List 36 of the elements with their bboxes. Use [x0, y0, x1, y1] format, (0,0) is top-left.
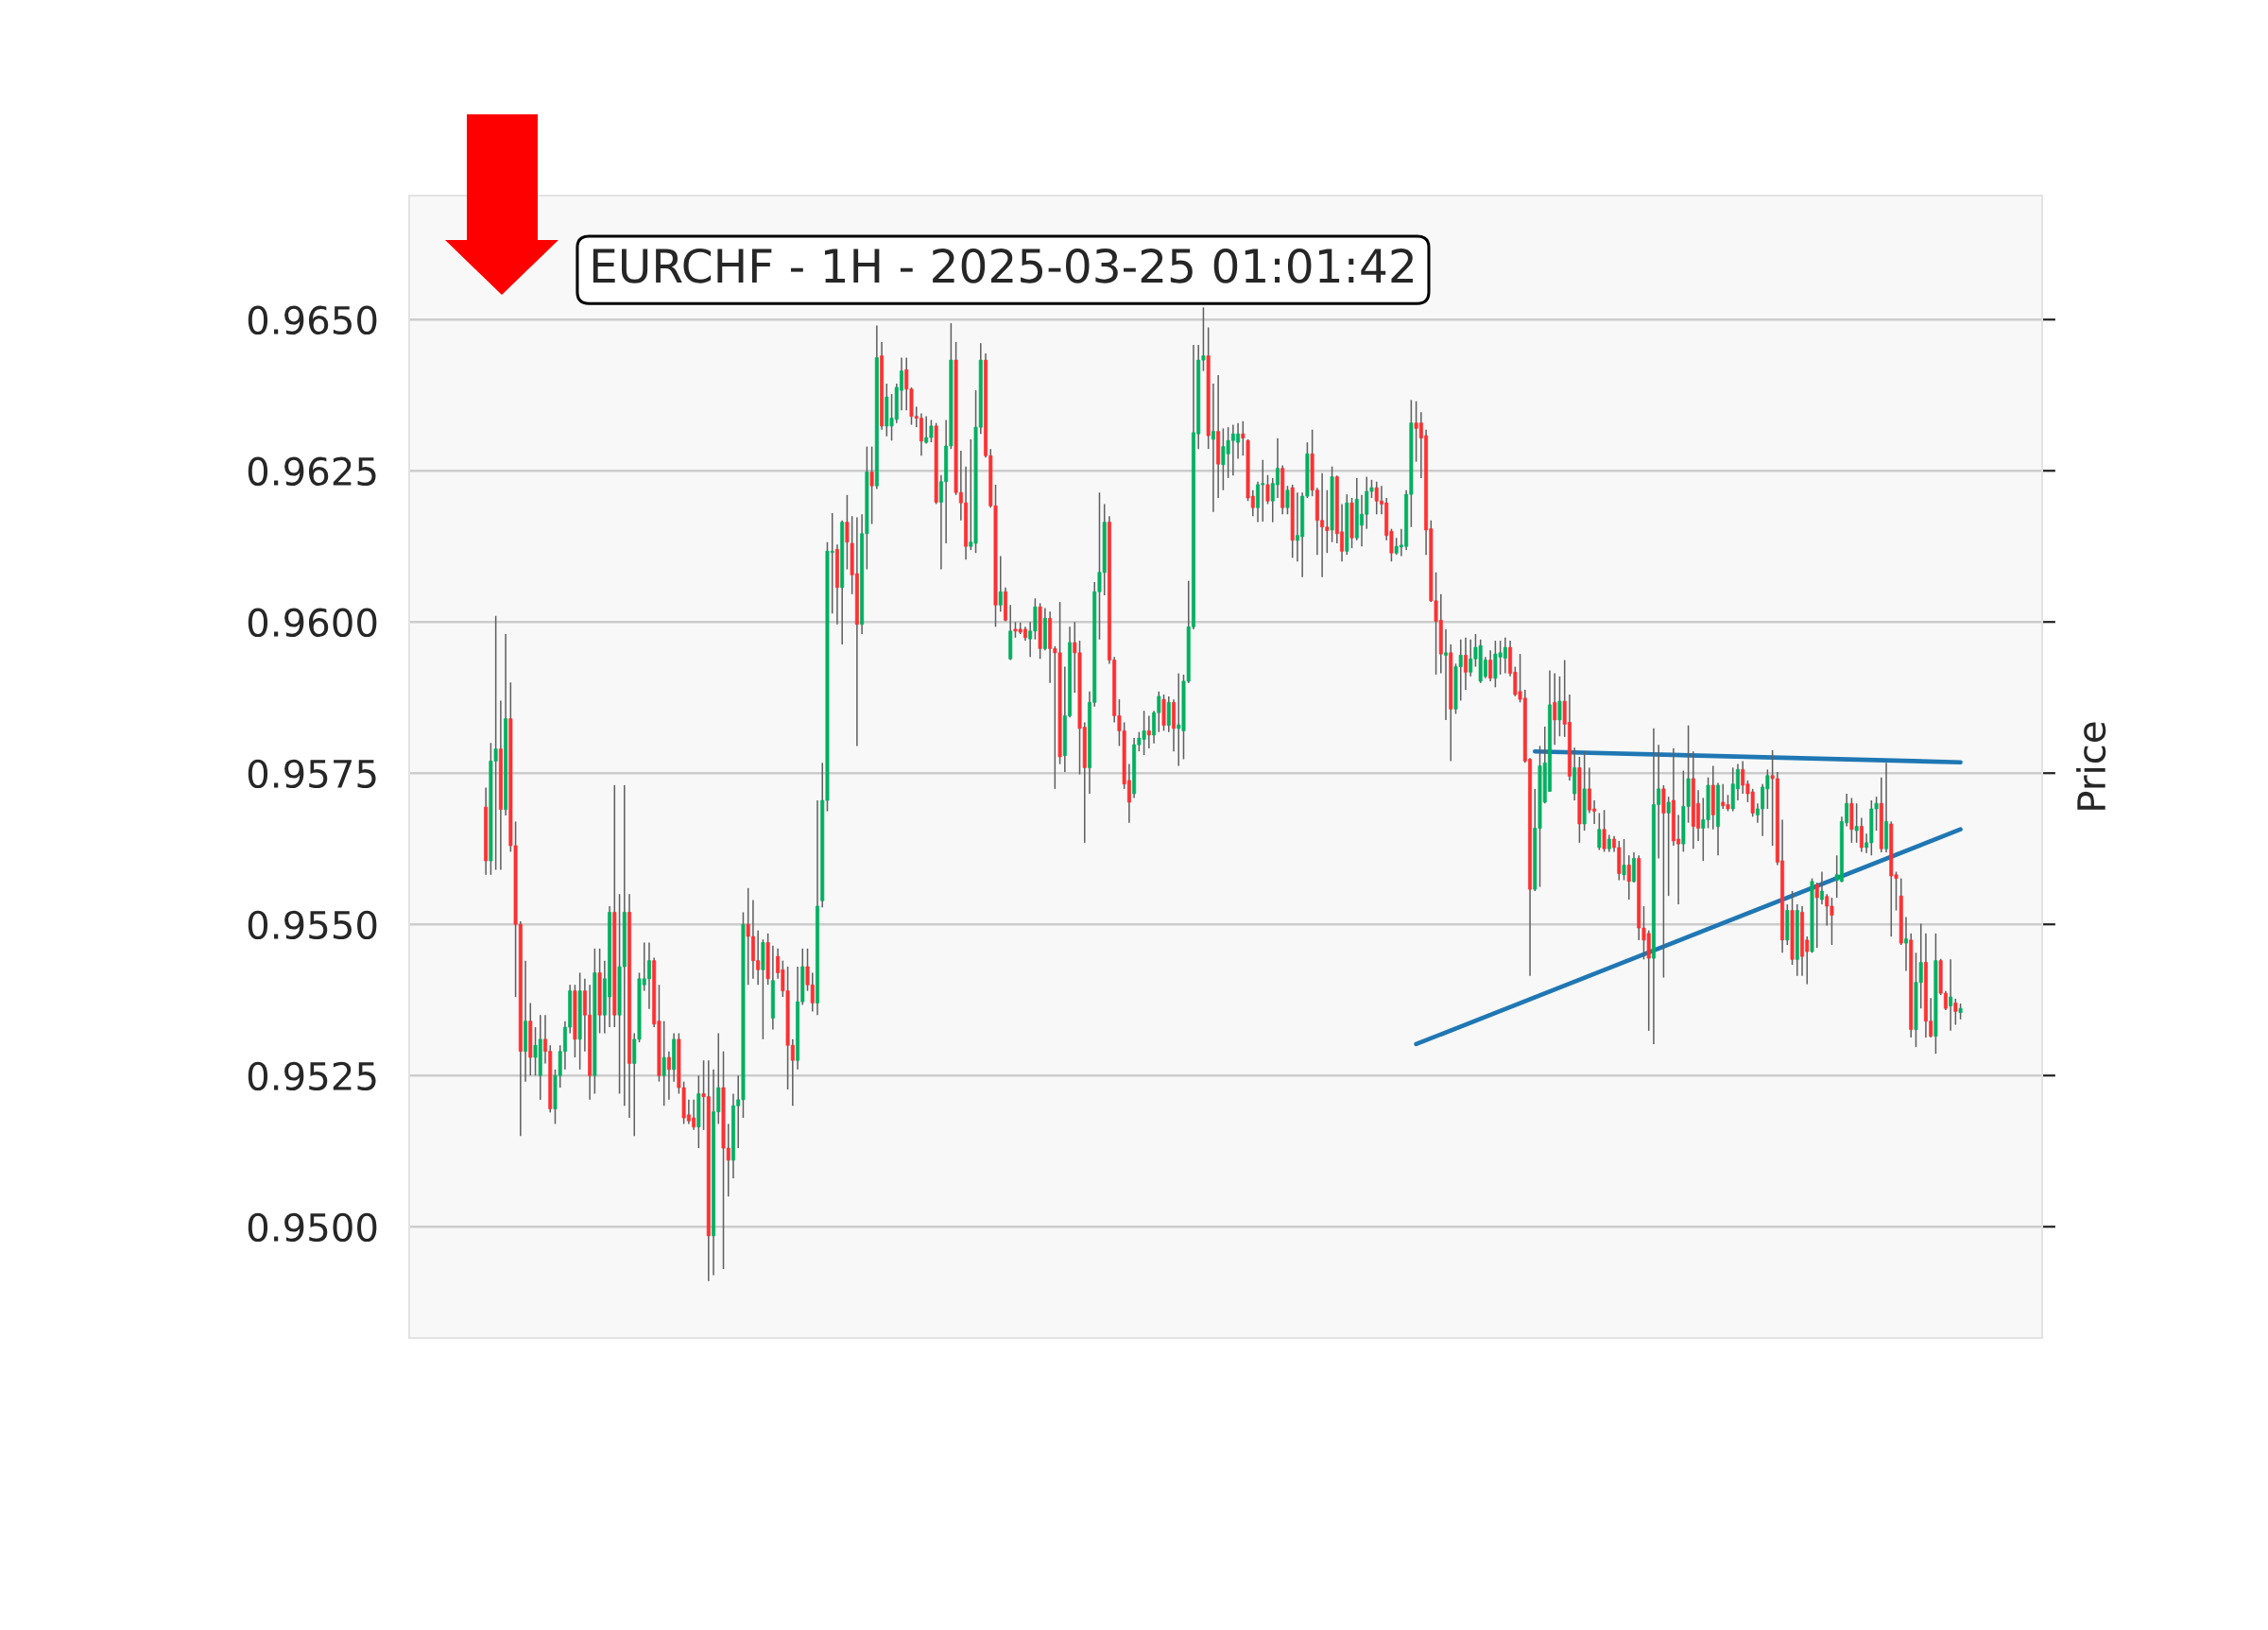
- candlestick: [998, 555, 1003, 613]
- y-axis-title: Price: [2076, 722, 2106, 810]
- candlestick: [1626, 854, 1631, 901]
- candlestick: [662, 1020, 666, 1107]
- candlestick: [1463, 637, 1468, 691]
- candlestick: [1211, 383, 1215, 513]
- y-tick-label: 0.9550: [248, 910, 377, 940]
- candlestick: [1557, 676, 1562, 737]
- candlestick: [869, 445, 874, 525]
- text: EURCHF - 1H - 2025-03-25 01:01:42: [593, 248, 1413, 283]
- candlestick: [1597, 812, 1602, 851]
- candlestick: [1285, 485, 1290, 516]
- candlestick: [666, 1050, 671, 1101]
- candlestick: [1814, 882, 1819, 949]
- candlestick: [1241, 420, 1246, 456]
- y-tick-label: 0.9600: [248, 608, 377, 638]
- candlestick: [1444, 628, 1448, 721]
- candlestick: [1953, 998, 1958, 1026]
- candlestick: [1904, 916, 1908, 972]
- candlestick: [1553, 672, 1557, 746]
- candlestick: [1854, 802, 1859, 844]
- candlestick: [1949, 958, 1953, 1032]
- y-tick-label: 0.9575: [248, 759, 376, 789]
- candlestick: [1666, 796, 1671, 897]
- y-tick-label: 0.9500: [248, 1212, 377, 1243]
- candlestick: [1622, 838, 1626, 882]
- candlestick: [1265, 473, 1270, 506]
- y-tick-label: 0.9625: [248, 456, 376, 487]
- candlestick: [1146, 714, 1151, 749]
- candlestick: [1859, 816, 1864, 853]
- candlestick: [1602, 809, 1606, 853]
- candlestick: [1488, 649, 1493, 682]
- y-tick-label: 0.9525: [248, 1061, 376, 1091]
- candlestick: [1820, 870, 1824, 905]
- y-tick-label: 0.9650: [248, 305, 377, 335]
- candlestick: [845, 494, 850, 571]
